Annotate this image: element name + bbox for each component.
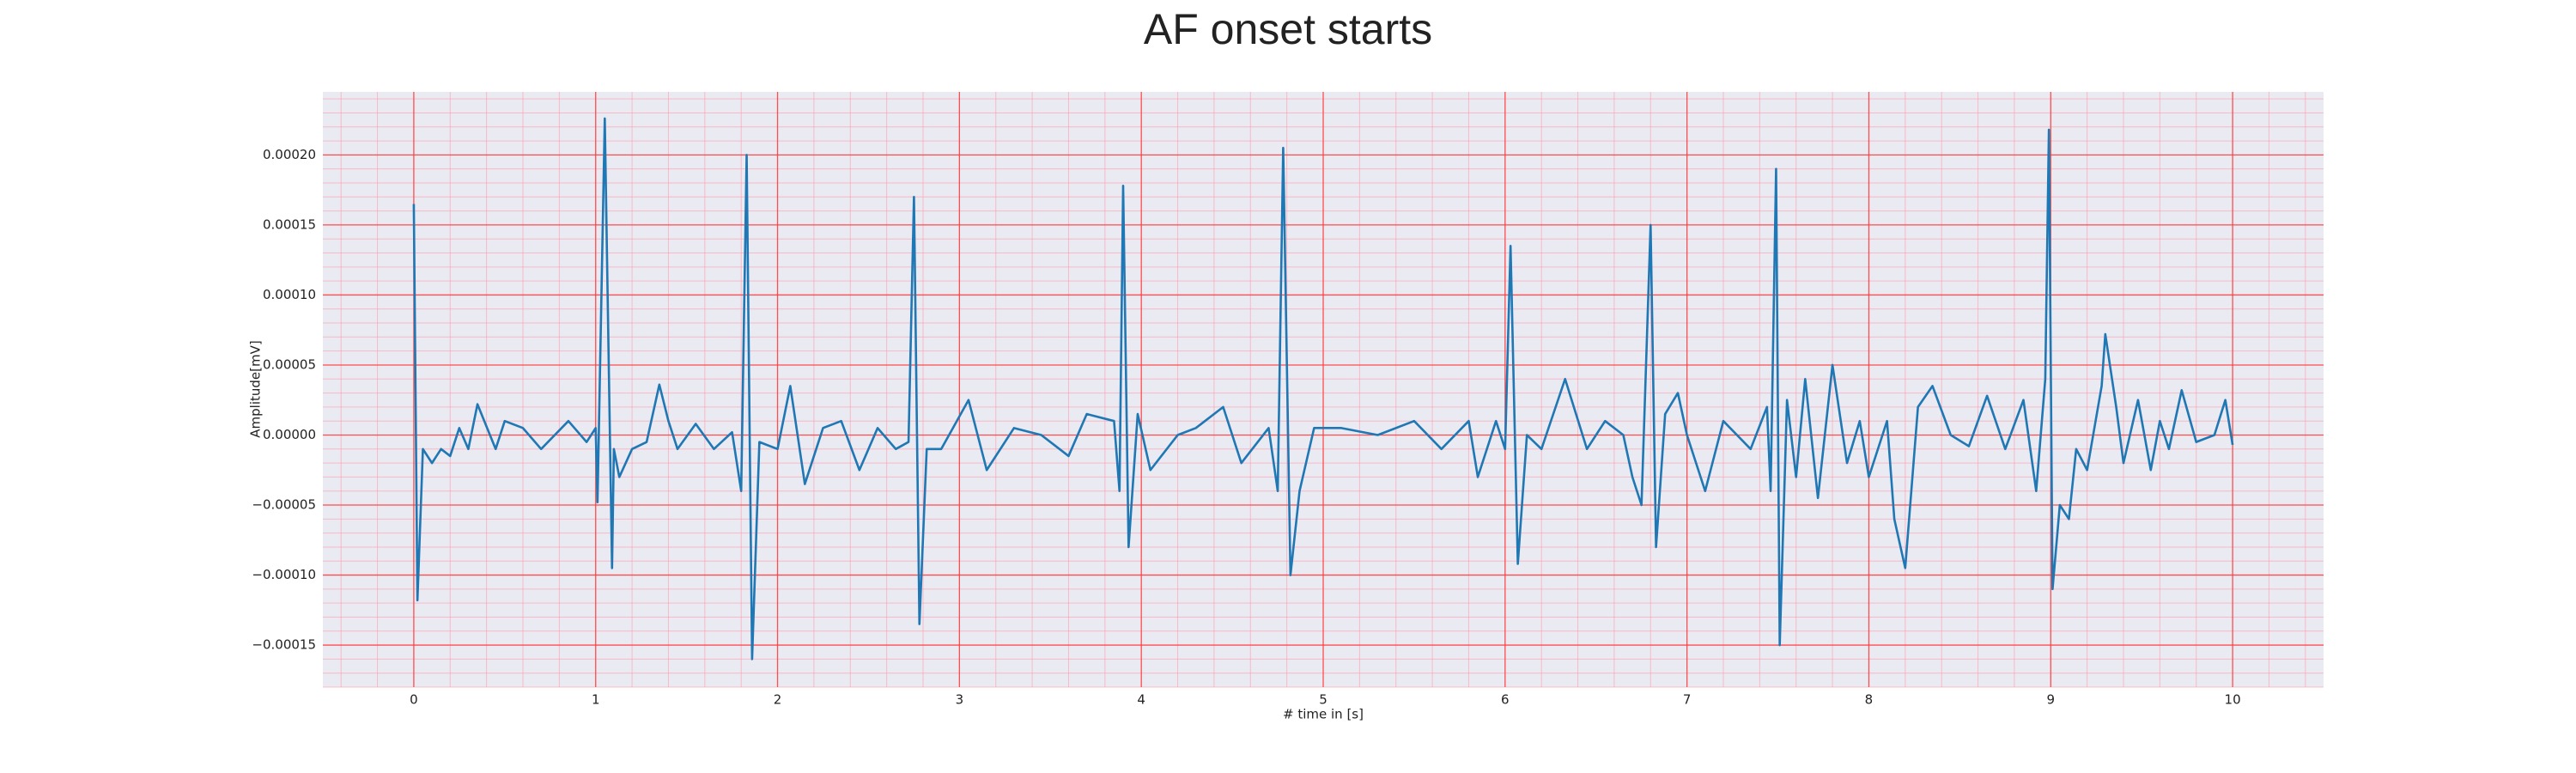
y-axis-label: Amplitude[mV] (248, 340, 264, 437)
y-tick-label: −0.00010 (252, 567, 316, 582)
x-tick-label: 4 (1137, 692, 1145, 708)
chart-title: AF onset starts (1144, 5, 1432, 53)
y-tick-label: 0.00010 (263, 287, 316, 302)
y-tick-label: −0.00015 (252, 637, 316, 653)
y-tick-label: 0.00005 (263, 356, 316, 372)
x-tick-label: 1 (592, 692, 600, 708)
x-tick-label: 3 (956, 692, 964, 708)
x-tick-label: 2 (774, 692, 782, 708)
x-tick-label: 7 (1683, 692, 1692, 708)
signal-line (412, 117, 2234, 660)
x-tick-label: 8 (1865, 692, 1874, 708)
x-axis-label: # time in [s] (1283, 707, 1364, 722)
x-tick-label: 10 (2225, 692, 2241, 708)
x-tick-label: 6 (1501, 692, 1510, 708)
y-tick-label: 0.00000 (263, 427, 316, 442)
y-tick-label: 0.00020 (263, 147, 316, 162)
y-tick-label: −0.00005 (252, 497, 316, 513)
x-tick-label: 0 (410, 692, 418, 708)
x-tick-label: 5 (1319, 692, 1327, 708)
x-tick-label: 9 (2046, 692, 2055, 708)
y-tick-label: 0.00015 (263, 216, 316, 232)
